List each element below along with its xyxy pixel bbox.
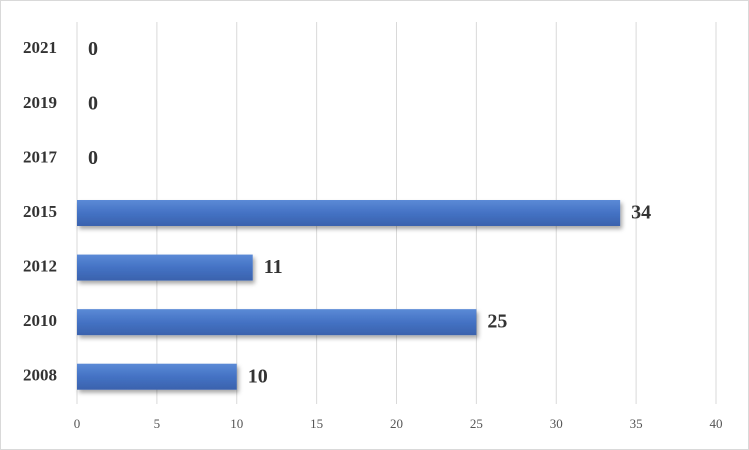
data-label: 0 <box>88 147 98 169</box>
x-tick-label: 25 <box>470 416 483 431</box>
bar <box>77 309 477 336</box>
y-tick-label: 2021 <box>23 38 57 57</box>
x-tick-label: 15 <box>310 416 323 431</box>
data-label: 10 <box>248 365 268 387</box>
y-tick-label: 2008 <box>23 366 57 385</box>
y-tick-label: 2012 <box>23 256 57 275</box>
x-tick-label: 40 <box>710 416 723 431</box>
y-tick-label: 2019 <box>23 93 57 112</box>
y-tick-label: 2017 <box>23 147 58 166</box>
y-tick-label: 2015 <box>23 202 57 221</box>
x-tick-label: 30 <box>550 416 563 431</box>
data-label: 11 <box>264 256 283 278</box>
y-tick-label: 2010 <box>23 311 57 330</box>
data-label: 25 <box>487 311 507 333</box>
bar <box>77 200 621 226</box>
bar <box>77 363 237 390</box>
data-label: 34 <box>631 202 651 224</box>
x-tick-label: 10 <box>230 416 243 431</box>
x-tick-label: 20 <box>390 416 403 431</box>
bar <box>77 254 253 281</box>
data-label: 0 <box>88 92 98 114</box>
data-label: 0 <box>88 38 98 60</box>
x-tick-label: 5 <box>154 416 161 431</box>
x-tick-label: 0 <box>74 416 81 431</box>
x-tick-label: 35 <box>630 416 643 431</box>
